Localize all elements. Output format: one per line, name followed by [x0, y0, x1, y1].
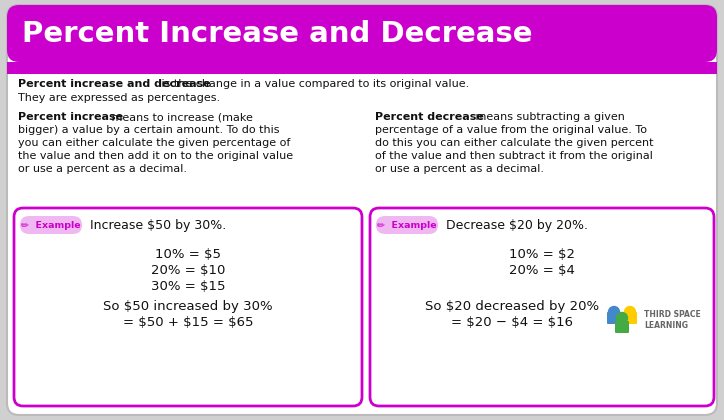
FancyBboxPatch shape [623, 312, 637, 324]
Text: Percent decrease: Percent decrease [375, 112, 484, 122]
Text: Decrease $20 by 20%.: Decrease $20 by 20%. [446, 218, 588, 231]
Circle shape [617, 312, 628, 323]
Text: means to increase (make: means to increase (make [108, 112, 253, 122]
Text: Percent increase: Percent increase [18, 112, 123, 122]
Text: THIRD SPACE
LEARNING: THIRD SPACE LEARNING [644, 310, 701, 331]
Circle shape [608, 307, 620, 318]
Text: of the value and then subtract it from the original: of the value and then subtract it from t… [375, 151, 653, 161]
FancyBboxPatch shape [607, 312, 621, 324]
Text: = $20 − $4 = $16: = $20 − $4 = $16 [451, 316, 573, 329]
Circle shape [625, 307, 636, 318]
Text: bigger) a value by a certain amount. To do this: bigger) a value by a certain amount. To … [18, 125, 279, 135]
Text: do this you can either calculate the given percent: do this you can either calculate the giv… [375, 138, 654, 148]
Text: or use a percent as a decimal.: or use a percent as a decimal. [18, 164, 187, 174]
FancyBboxPatch shape [20, 216, 82, 234]
Text: Percent Increase and Decrease: Percent Increase and Decrease [22, 20, 532, 48]
Text: 10% = $5: 10% = $5 [155, 248, 221, 261]
FancyBboxPatch shape [14, 208, 362, 406]
Text: Percent increase and decrease: Percent increase and decrease [18, 79, 211, 89]
Text: ✏  Example: ✏ Example [377, 220, 437, 229]
Text: = $50 + $15 = $65: = $50 + $15 = $65 [123, 316, 253, 329]
Text: means subtracting a given: means subtracting a given [472, 112, 625, 122]
Text: 20% = $4: 20% = $4 [509, 264, 575, 277]
Text: So $50 increased by 30%: So $50 increased by 30% [104, 300, 273, 313]
Text: So $20 decreased by 20%: So $20 decreased by 20% [425, 300, 599, 313]
Text: percentage of a value from the original value. To: percentage of a value from the original … [375, 125, 647, 135]
Bar [7, 62, 717, 74]
FancyBboxPatch shape [7, 5, 717, 415]
Text: 20% = $10: 20% = $10 [151, 264, 225, 277]
Text: you can either calculate the given percentage of: you can either calculate the given perce… [18, 138, 290, 148]
Text: ✏  Example: ✏ Example [21, 220, 81, 229]
Text: or use a percent as a decimal.: or use a percent as a decimal. [375, 164, 544, 174]
Text: They are expressed as percentages.: They are expressed as percentages. [18, 93, 220, 103]
Text: 10% = $2: 10% = $2 [509, 248, 575, 261]
Text: Increase $50 by 30%.: Increase $50 by 30%. [90, 218, 226, 231]
FancyBboxPatch shape [7, 5, 717, 62]
FancyBboxPatch shape [370, 208, 714, 406]
Text: 30% = $15: 30% = $15 [151, 280, 225, 293]
FancyBboxPatch shape [615, 321, 629, 333]
Text: the value and then add it on to the original value: the value and then add it on to the orig… [18, 151, 293, 161]
Text: is the change in a value compared to its original value.: is the change in a value compared to its… [158, 79, 469, 89]
FancyBboxPatch shape [376, 216, 438, 234]
